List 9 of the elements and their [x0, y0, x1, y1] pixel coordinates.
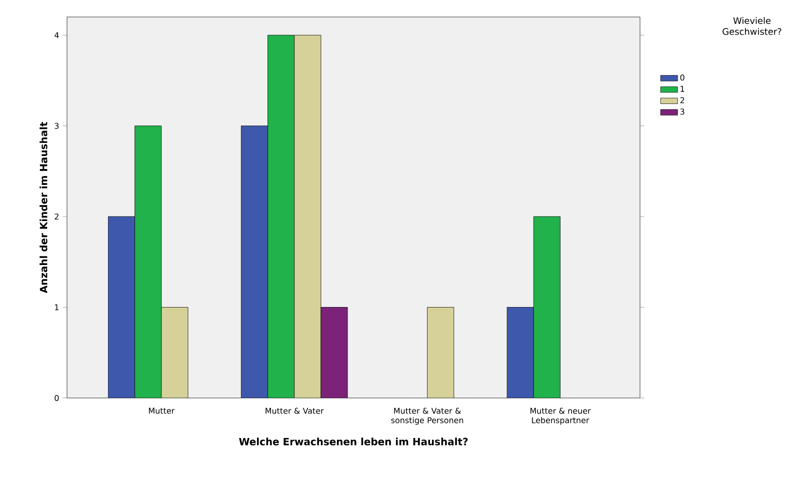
- y-axis-title: Anzahl der Kinder im Haushalt: [40, 122, 48, 294]
- bar: [533, 216, 560, 398]
- bar: [427, 307, 454, 398]
- bar: [268, 34, 295, 398]
- bar: [134, 126, 162, 398]
- bar: [294, 34, 322, 398]
- legend-title: Wieviele Geschwister?: [722, 17, 782, 35]
- x-axis-title: Welche Erwachsenen leben im Haushalt?: [239, 438, 468, 446]
- bar: [161, 307, 188, 398]
